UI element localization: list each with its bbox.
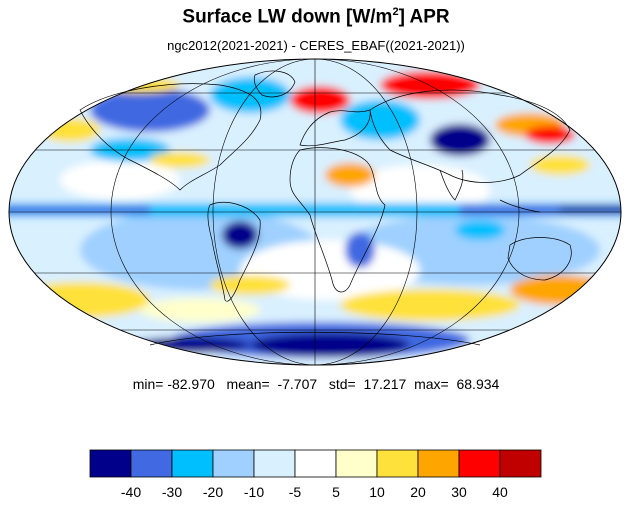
colorbar-tick-label: -10	[244, 484, 264, 500]
colorbar-box	[458, 449, 501, 478]
colorbar-box	[89, 449, 132, 478]
colorbar-box	[417, 449, 460, 478]
colorbar-tick-label: 20	[410, 484, 426, 500]
colorbar-box	[294, 449, 337, 478]
colorbar-box	[171, 449, 214, 478]
colorbar-box	[499, 449, 542, 478]
colorbar-box	[376, 449, 419, 478]
coastlines	[79, 70, 572, 346]
colorbar-tick-label: 30	[451, 484, 467, 500]
colorbar-box	[130, 449, 173, 478]
colorbar-tick-label: 10	[369, 484, 385, 500]
colorbar-tick-label: 40	[492, 484, 508, 500]
graticule	[9, 59, 621, 365]
colorbar-box	[335, 449, 378, 478]
colorbar-tick-label: -40	[121, 484, 141, 500]
colorbar-tick-label: 5	[332, 484, 340, 500]
colorbar-box	[212, 449, 255, 478]
globe-outline	[8, 58, 622, 366]
colorbar-tick-label: -5	[289, 484, 302, 500]
map-subtitle: ngc2012(2021-2021) - CERES_EBAF((2021-20…	[167, 38, 465, 53]
summary-statistics: min= -82.970 mean= -7.707 std= 17.217 ma…	[132, 376, 500, 392]
colorbar-tick-label: -20	[203, 484, 223, 500]
colorbar-boxes	[89, 449, 542, 478]
colorbar-tick-label: -30	[162, 484, 182, 500]
colorbar-box	[253, 449, 296, 478]
colorbar-ticks: -40 -30 -20 -10 -5 5 10 20 30 40	[121, 484, 508, 500]
map-title: Surface LW down [W/m2] APR	[182, 6, 450, 28]
